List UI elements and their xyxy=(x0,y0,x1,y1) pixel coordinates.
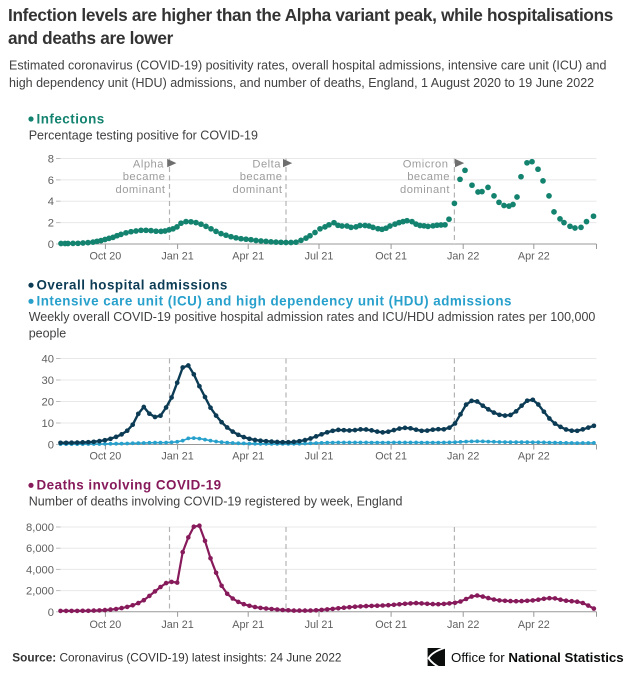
svg-text:dominant: dominant xyxy=(115,184,165,196)
svg-text:Omicron: Omicron xyxy=(403,158,449,170)
svg-text:Jul 21: Jul 21 xyxy=(305,451,334,463)
svg-text:and deaths are lower: and deaths are lower xyxy=(8,28,174,48)
svg-text:30: 30 xyxy=(42,375,54,387)
svg-text:Jul 21: Jul 21 xyxy=(305,251,334,263)
svg-text:Apr 22: Apr 22 xyxy=(518,451,550,463)
svg-text:Oct 20: Oct 20 xyxy=(89,451,121,463)
svg-text:Overall hospital admissions: Overall hospital admissions xyxy=(37,277,228,292)
svg-text:Number of deaths involving COV: Number of deaths involving COVID-19 regi… xyxy=(29,495,403,509)
svg-text:Alpha: Alpha xyxy=(133,158,164,170)
svg-text:Jul 21: Jul 21 xyxy=(305,619,334,631)
svg-text:Oct 20: Oct 20 xyxy=(89,251,121,263)
svg-text:Jan 21: Jan 21 xyxy=(161,451,193,463)
svg-text:Jan 22: Jan 22 xyxy=(447,619,479,631)
svg-text:10: 10 xyxy=(42,418,54,430)
svg-text:6,000: 6,000 xyxy=(26,543,54,555)
svg-text:Weekly overall COVID-19 positi: Weekly overall COVID-19 positive hospita… xyxy=(29,310,596,324)
svg-text:Infections: Infections xyxy=(37,111,105,126)
svg-text:4: 4 xyxy=(48,196,54,208)
svg-text:dominant: dominant xyxy=(232,184,282,196)
svg-text:Estimated coronavirus (COVID-1: Estimated coronavirus (COVID-19) positiv… xyxy=(9,59,607,73)
svg-text:0: 0 xyxy=(48,440,54,452)
svg-text:6: 6 xyxy=(48,175,54,187)
svg-text:8,000: 8,000 xyxy=(26,522,54,534)
svg-text:40: 40 xyxy=(42,354,54,366)
svg-text:Jan 21: Jan 21 xyxy=(161,251,193,263)
svg-text:Percentage testing positive fo: Percentage testing positive for COVID-19 xyxy=(29,129,258,143)
svg-text:became: became xyxy=(240,171,283,183)
svg-text:2: 2 xyxy=(48,218,54,230)
svg-text:dominant: dominant xyxy=(400,184,450,196)
svg-text:0: 0 xyxy=(48,239,54,251)
svg-text:Jan 21: Jan 21 xyxy=(161,619,193,631)
svg-text:Oct 20: Oct 20 xyxy=(89,619,121,631)
svg-text:Oct 21: Oct 21 xyxy=(375,451,407,463)
svg-text:Deaths involving COVID-19: Deaths involving COVID-19 xyxy=(37,478,222,493)
svg-text:Apr 21: Apr 21 xyxy=(232,619,264,631)
svg-text:Apr 21: Apr 21 xyxy=(232,451,264,463)
svg-text:Office for National Statistics: Office for National Statistics xyxy=(451,650,624,665)
svg-text:Jan 22: Jan 22 xyxy=(447,451,479,463)
svg-text:0: 0 xyxy=(48,607,54,619)
svg-text:became: became xyxy=(407,171,450,183)
svg-text:Infection levels are higher th: Infection levels are higher than the Alp… xyxy=(8,5,613,25)
svg-text:4,000: 4,000 xyxy=(26,564,54,576)
svg-text:Apr 22: Apr 22 xyxy=(518,251,550,263)
svg-text:high dependency unit (HDU) adm: high dependency unit (HDU) admissions, a… xyxy=(9,76,594,90)
svg-text:Oct 21: Oct 21 xyxy=(375,251,407,263)
svg-text:Delta: Delta xyxy=(252,158,281,170)
svg-text:8: 8 xyxy=(48,154,54,166)
svg-text:Source: Coronavirus (COVID-19): Source: Coronavirus (COVID-19) latest in… xyxy=(12,651,341,665)
svg-text:2,000: 2,000 xyxy=(26,586,54,598)
svg-text:Jan 22: Jan 22 xyxy=(447,251,479,263)
svg-text:Apr 21: Apr 21 xyxy=(232,251,264,263)
svg-text:Intensive care unit (ICU) and: Intensive care unit (ICU) and high depen… xyxy=(37,294,512,309)
svg-text:Apr 22: Apr 22 xyxy=(518,619,550,631)
svg-text:people: people xyxy=(29,326,67,340)
svg-text:20: 20 xyxy=(42,397,54,409)
svg-text:became: became xyxy=(123,171,166,183)
svg-text:Oct 21: Oct 21 xyxy=(375,619,407,631)
